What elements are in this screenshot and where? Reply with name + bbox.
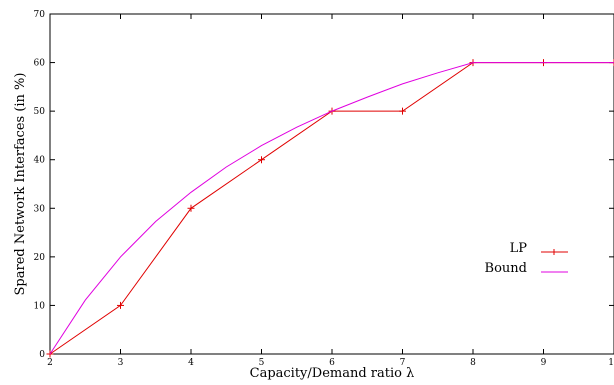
axis-ticks: 2 3 4 5 6 7 8 9 10 0 10 20 30 40 50 60 70 xyxy=(34,10,614,368)
y-tick-label-60: 60 xyxy=(34,59,46,69)
legend-label-bound: Bound xyxy=(485,261,527,276)
legend: LP Bound xyxy=(485,241,568,276)
y-tick-label-50: 50 xyxy=(34,107,46,117)
data-point-lp xyxy=(258,156,265,164)
x-tick-label-9: 9 xyxy=(541,358,547,368)
series-line-bound xyxy=(49,62,614,355)
y-tick-label-70: 70 xyxy=(34,10,46,20)
data-point-lp xyxy=(399,107,406,115)
y-tick-label-20: 20 xyxy=(34,253,46,263)
y-tick-label-30: 30 xyxy=(34,204,46,214)
y-axis-label: Spared Network Interfaces (in %) xyxy=(13,73,28,296)
y-tick-label-0: 0 xyxy=(39,350,45,360)
plot-frame xyxy=(49,13,614,355)
x-tick-label-2: 2 xyxy=(47,358,53,368)
legend-marker-lp xyxy=(551,249,557,255)
data-point-lp xyxy=(187,204,195,212)
series-line-lp xyxy=(49,62,614,355)
legend-label-lp: LP xyxy=(510,241,528,256)
x-tick-label-7: 7 xyxy=(400,358,406,368)
x-tick-label-10: 10 xyxy=(608,358,614,368)
data-point-lp xyxy=(117,301,124,309)
y-tick-label-40: 40 xyxy=(34,156,46,166)
series-layer xyxy=(46,59,614,358)
x-tick-label-8: 8 xyxy=(470,358,476,368)
x-tick-label-6: 6 xyxy=(329,358,335,368)
x-tick-label-4: 4 xyxy=(188,358,194,368)
y-tick-label-10: 10 xyxy=(34,301,46,311)
x-axis-label: Capacity/Demand ratio λ xyxy=(250,366,415,381)
x-tick-label-3: 3 xyxy=(118,358,124,368)
x-tick-label-5: 5 xyxy=(259,358,265,368)
